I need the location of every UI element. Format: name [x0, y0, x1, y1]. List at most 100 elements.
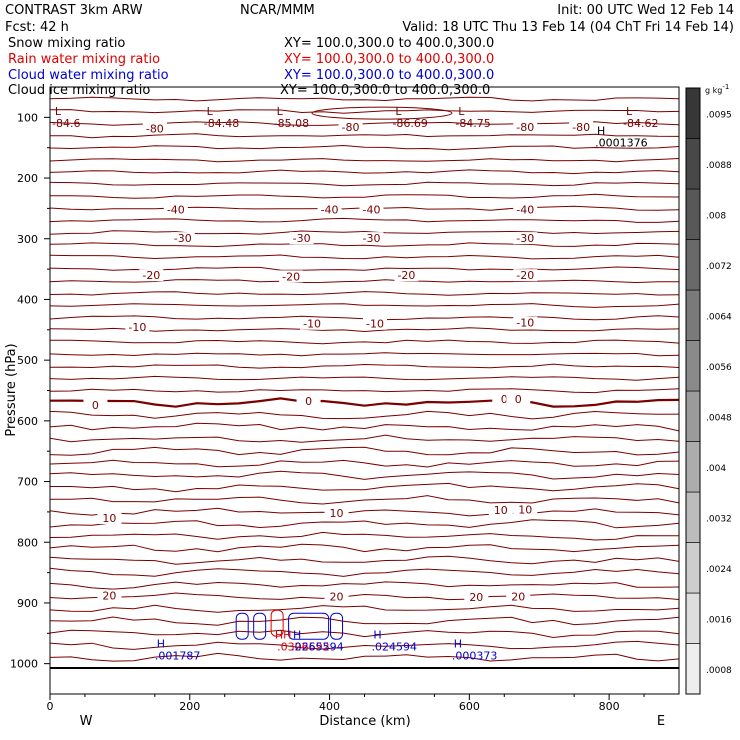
extremum-symbol: H	[597, 125, 605, 138]
field-cloudice-name: Cloud ice mixing ratio	[8, 83, 150, 98]
contour-label-bg	[362, 317, 387, 330]
extrema-labels: L-84.6L-84.48L-85.08L-86.69L-84.75L-84.6…	[52, 105, 659, 662]
contour-label: 10	[102, 512, 116, 525]
contour-label: -20	[142, 269, 160, 282]
extremum-symbol: H	[454, 637, 462, 650]
org-label: NCAR/MMM	[240, 3, 315, 18]
temperature-contour	[49, 531, 680, 541]
extremum-symbol: H	[293, 628, 301, 641]
contour-label-bg	[125, 320, 150, 333]
contour-label: -80	[146, 122, 164, 135]
temperature-contours	[49, 96, 680, 662]
colorbar-label: .0056	[706, 363, 732, 373]
temperature-contour	[49, 640, 680, 650]
colorbar-label: .0008	[706, 666, 732, 676]
colorbar: .0008 .0016 .0024 .0032 .004 .0048 .0056 .0064.…	[685, 87, 732, 695]
temperature-contour	[49, 604, 680, 613]
mixing-ratio-contour	[235, 612, 249, 640]
colorbar-cell	[685, 542, 701, 594]
contour-label: -30	[363, 232, 381, 245]
y-tick-label: 900	[17, 597, 38, 610]
temperature-contour	[49, 507, 680, 517]
temperature-contour	[49, 519, 680, 529]
contour-label: -20	[282, 270, 300, 283]
temperature-contour	[49, 327, 680, 333]
field-rain-xy: XY= 100.0,300.0 to 400.0,300.0	[284, 52, 494, 67]
axes: 0 200 400 600 800100200300400500600700800900…	[10, 111, 645, 713]
west-label: W	[80, 714, 93, 729]
contour-label: 20	[102, 590, 116, 603]
extremum-symbol: L	[55, 105, 62, 118]
temperature-contour	[49, 158, 680, 163]
colorbar-unit: g kg-1	[705, 83, 729, 95]
contour-label-bg	[513, 316, 538, 329]
colorbar-cell	[685, 239, 701, 291]
y-tick-label: 400	[17, 293, 38, 306]
field-cloudwater-name: Cloud water mixing ratio	[8, 68, 169, 83]
y-tick-label: 500	[17, 354, 38, 367]
x-tick-label: 600	[459, 700, 480, 713]
extremum-value: .024594	[371, 640, 417, 653]
contour-label: -10	[516, 317, 534, 330]
extremum-symbol: L	[395, 105, 402, 118]
extremum-symbol: HH	[275, 628, 292, 641]
temperature-contour	[49, 446, 680, 456]
temperature-contour	[50, 133, 680, 139]
contour-label-bg	[513, 121, 538, 134]
temperature-contour	[49, 291, 680, 296]
contour-label: 20	[511, 590, 525, 603]
temperature-contour	[49, 459, 680, 468]
contour-label-bg	[513, 203, 538, 216]
temperature-contour	[49, 217, 680, 223]
field-cloudice-xy: XY= 100.0,300.0 to 400.0,300.0	[280, 83, 490, 98]
contour-label: -40	[321, 204, 339, 217]
temperature-contour	[49, 434, 680, 443]
contour-label-bg	[97, 511, 122, 524]
temperature-contour	[49, 279, 679, 284]
field-snow-name: Snow mixing ratio	[8, 36, 125, 51]
contour-label: -80	[342, 121, 360, 134]
extremum-symbol: H	[157, 637, 165, 650]
temperature-contour	[49, 144, 680, 151]
contour-label-bg	[464, 590, 489, 603]
colorbar-cell	[685, 491, 701, 543]
temperature-contour	[49, 169, 680, 175]
colorbar-label: .0064	[706, 312, 732, 322]
contour-label-bg	[513, 269, 538, 282]
contour-label-bg	[338, 121, 363, 134]
y-tick-label: 700	[17, 476, 38, 489]
model-label: CONTRAST 3km ARW	[5, 3, 143, 18]
colorbar-label: .0048	[706, 413, 732, 423]
x-tick-label: 400	[319, 700, 340, 713]
temperature-contour	[50, 482, 680, 493]
temperature-contour	[49, 339, 680, 345]
contour-label: 10	[330, 507, 344, 520]
temperature-contour	[49, 543, 680, 553]
minimum-closed-contour	[311, 106, 453, 120]
colorbar-frame	[685, 87, 701, 695]
colorbar-cell	[685, 138, 701, 190]
contour-label: -30	[293, 232, 311, 245]
contour-label: -20	[397, 269, 415, 282]
field-rain-name: Rain water mixing ratio	[8, 52, 160, 67]
temperature-contour	[50, 495, 680, 505]
temperature-contour	[49, 567, 680, 577]
temperature-contour	[49, 581, 680, 590]
temperature-contour	[49, 352, 680, 357]
extremum-value: -84.6	[52, 117, 80, 130]
extremum-symbol: L	[458, 105, 465, 118]
temperature-contour	[49, 181, 680, 187]
contour-label-bg	[569, 121, 594, 134]
contour-label-bg	[324, 590, 349, 603]
colorbar-label: .0024	[706, 565, 732, 575]
valid-label: Valid: 18 UTC Thu 13 Feb 14 (04 ChT Fri …	[402, 20, 734, 35]
temperature-contour	[49, 470, 680, 480]
contour-label: -20	[516, 269, 534, 282]
contour-label-bg	[359, 203, 384, 216]
extremum-value: .0326592	[277, 640, 330, 653]
colorbar-label: .0032	[706, 514, 732, 524]
temperature-contour	[49, 616, 680, 626]
contour-label: 0	[501, 393, 508, 406]
contour-label: -40	[516, 204, 534, 217]
field-cloudwater-xy: XY= 100.0,300.0 to 400.0,300.0	[284, 68, 494, 83]
